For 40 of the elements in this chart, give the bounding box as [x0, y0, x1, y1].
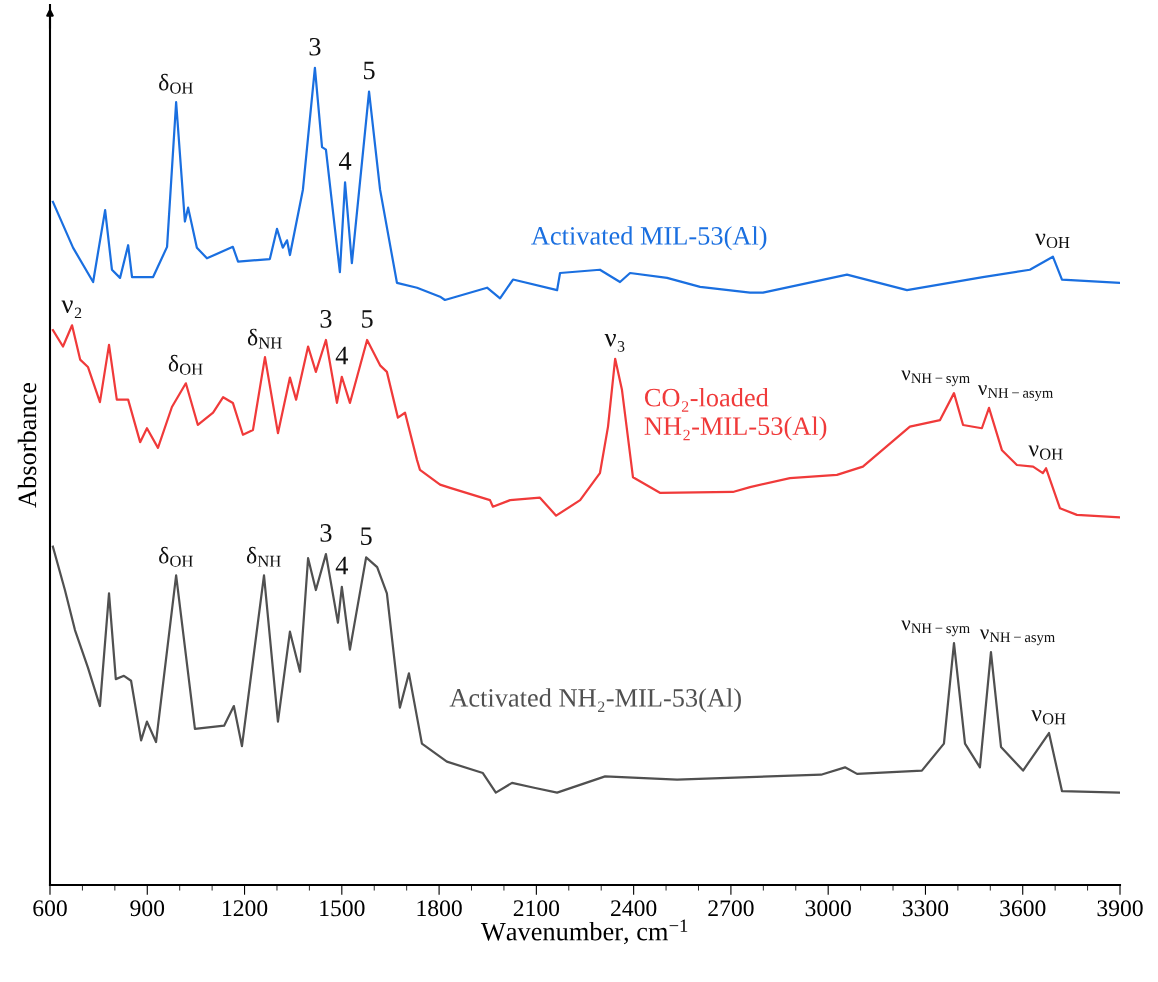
x-tick-label: 1800 — [417, 900, 462, 917]
annotation: ν$_{OH}$ — [1035, 233, 1070, 249]
annotation: 5 — [363, 61, 375, 80]
annotation: δ$_{OH}$ — [159, 546, 193, 567]
x-tick-label: 3300 — [902, 900, 949, 917]
annotation: δ$_{NH}$ — [246, 546, 281, 567]
annotation: ν$_{OH}$ — [1031, 710, 1066, 725]
annotation: 3 — [309, 37, 321, 56]
x-tick-label: 600 — [33, 900, 67, 917]
annotation: 5 — [361, 527, 372, 546]
annotation: δ$_{NH}$ — [247, 328, 282, 349]
annotation: ν$_{NH−sym}$ — [901, 370, 970, 387]
series-label: Activated NH₂-MIL-53(Al) — [449, 688, 741, 713]
x-tick-label: 1200 — [223, 900, 268, 917]
x-tick-label: 2400 — [611, 900, 657, 917]
x-tick-label: 900 — [130, 900, 165, 917]
y-axis-title: Absorbance — [17, 382, 37, 508]
x-tick-label: 3000 — [805, 900, 851, 917]
annotation: 4 — [335, 346, 348, 365]
annotation: ν₂ — [61, 300, 82, 319]
annotation: δ$_{OH}$ — [168, 354, 203, 375]
x-tick-label: 2100 — [513, 900, 560, 917]
annotation: 4 — [335, 556, 348, 575]
x-tick-label: 3900 — [1097, 900, 1143, 917]
annotation: ν$_{NH−asym}$ — [977, 385, 1054, 401]
annotation: 5 — [362, 310, 373, 328]
x-tick-label: 2700 — [708, 900, 754, 917]
annotation: 4 — [338, 152, 352, 170]
series-label: CO₂-loaded NH₂-MIL-53(Al) — [644, 387, 827, 441]
series-label: Activated MIL-53(Al) — [531, 226, 767, 251]
annotation: ν₃ — [604, 334, 625, 352]
annotation: δ$_{OH}$ — [159, 73, 193, 94]
annotation: ν$_{OH}$ — [1028, 445, 1063, 460]
annotation: 3 — [320, 309, 332, 328]
x-axis-title: Wavenumber, cm$^{−1}$ — [480, 919, 688, 945]
annotation: 3 — [320, 524, 332, 542]
annotation: ν$_{NH−sym}$ — [901, 620, 970, 637]
x-tick-label: 1500 — [320, 900, 365, 917]
annotation: ν$_{NH−asym}$ — [979, 629, 1055, 646]
x-tick-label: 3600 — [1000, 900, 1046, 917]
